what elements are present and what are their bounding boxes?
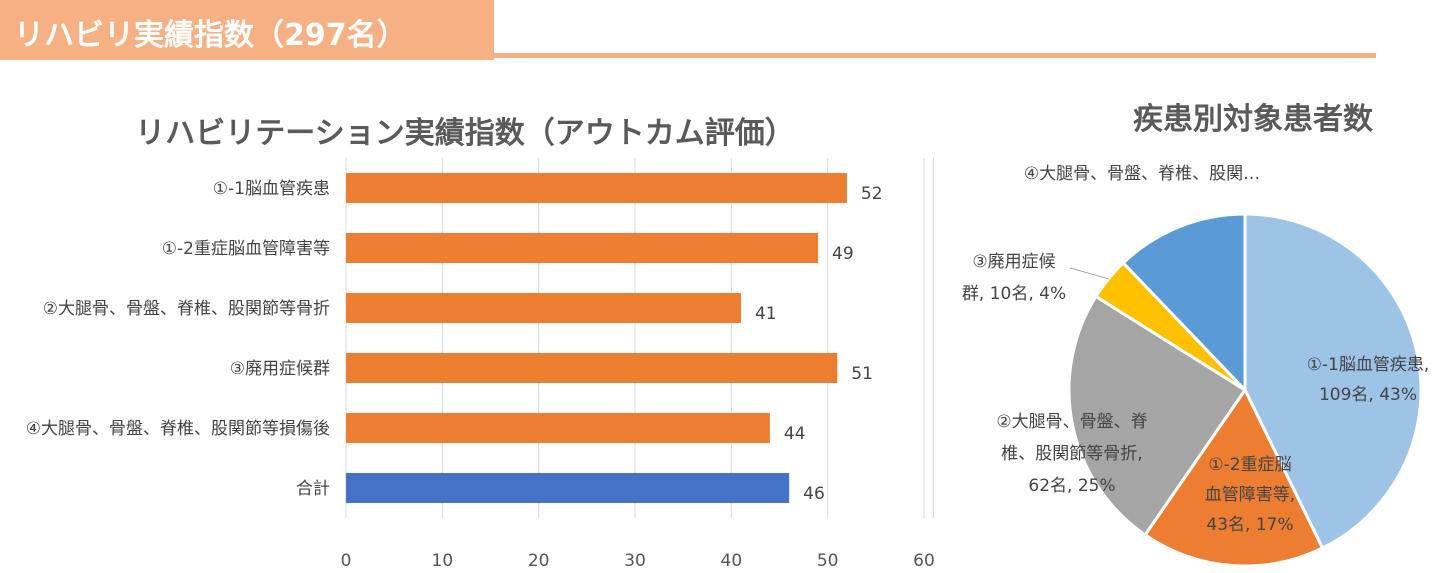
pie-label-line: 43名, 17%: [1206, 515, 1293, 535]
bar: [346, 233, 819, 263]
pie-label-line: 群, 10名, 4%: [962, 284, 1066, 304]
data-label: 51: [851, 364, 873, 384]
pie-label-line: 血管障害等,: [1205, 485, 1295, 505]
category-label: ④大腿骨、骨盤、脊椎、股関節等損傷後: [26, 419, 330, 439]
data-label: 44: [784, 424, 806, 444]
header-rule: [494, 53, 1376, 58]
category-label: ②大腿骨、骨盤、脊椎、股関節等骨折: [43, 299, 330, 319]
x-tick-label: 30: [624, 551, 646, 571]
pie-label: ①-1脳血管疾患, 109名, 43%: [1307, 355, 1430, 405]
pie-chart-title: 疾患別対象患者数: [1133, 102, 1373, 137]
pie-label-line: 椎、股関節等骨折,: [1001, 444, 1142, 464]
pie-label-line: ④大腿骨、骨盤、脊椎、股関…: [1024, 164, 1260, 184]
data-label: 46: [803, 484, 825, 504]
x-tick-label: 60: [913, 551, 935, 571]
bar: [346, 173, 847, 203]
x-tick-label: 20: [528, 551, 550, 571]
bar-chart-title: リハビリテーション実績指数（アウトカム評価）: [135, 116, 795, 151]
x-tick-label: 0: [341, 551, 352, 571]
category-label: ③廃用症候群: [230, 359, 330, 379]
x-tick-label: 50: [817, 551, 839, 571]
pie-label-line: 109名, 43%: [1319, 385, 1417, 405]
x-tick-label: 10: [432, 551, 454, 571]
pie-label: ④大腿骨、骨盤、脊椎、股関…: [1024, 164, 1260, 184]
data-label: 52: [861, 184, 883, 204]
pie-label-line: ②大腿骨、骨盤、脊: [996, 412, 1147, 432]
pie-slice: [1121, 212, 1247, 394]
x-tick-label: 40: [721, 551, 743, 571]
pie-label-line: 62名, 25%: [1028, 476, 1115, 496]
panel-separator: [933, 158, 934, 518]
leader-line: [1069, 267, 1109, 280]
pie-label: ①-2重症脳血管障害等, 43名, 17%: [1205, 455, 1295, 535]
pie-slice: [1143, 387, 1325, 568]
header-title: リハビリ実績指数（297名）: [14, 18, 407, 53]
data-label: 41: [755, 304, 777, 324]
pie-label: ②大腿骨、骨盤、脊椎、股関節等骨折, 62名, 25%: [996, 412, 1147, 496]
bar: [346, 413, 770, 443]
bar: [346, 473, 790, 503]
pie-label-line: ①-2重症脳: [1208, 455, 1291, 475]
header-badge: [0, 0, 494, 60]
bar: [346, 293, 741, 323]
category-label: ①-2重症脳血管障害等: [162, 239, 330, 259]
pie-label-line: ①-1脳血管疾患,: [1307, 355, 1430, 375]
pie-slice: [1243, 212, 1423, 551]
pie-label-line: ③廃用症候: [972, 252, 1055, 272]
data-label: 49: [832, 244, 854, 264]
category-label: ①-1脳血管疾患: [213, 179, 330, 199]
pie-slice: [1067, 294, 1248, 537]
bar: [346, 353, 838, 383]
category-label: 合計: [296, 479, 330, 499]
pie-label: ③廃用症候群, 10名, 4%: [962, 252, 1066, 304]
